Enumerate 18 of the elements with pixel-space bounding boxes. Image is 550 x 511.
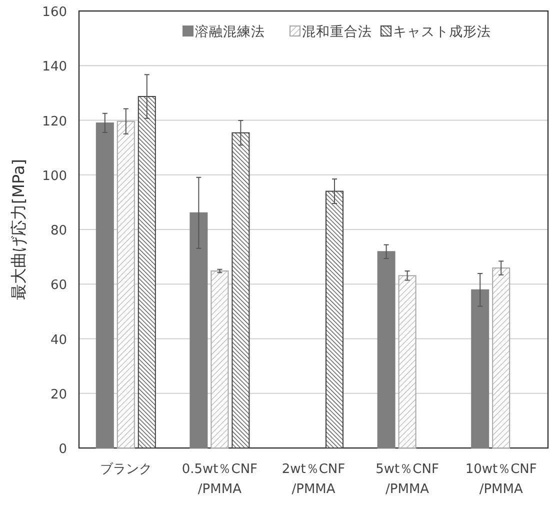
y-tick-label: 80 <box>50 224 67 238</box>
y-tick-label: 160 <box>42 5 67 20</box>
y-tick-label: 140 <box>42 60 67 75</box>
x-tick-label: 5wt％CNF /PMMA <box>376 462 439 497</box>
legend-label: キャスト成形法 <box>393 24 491 40</box>
x-tick-label: ブランク <box>100 462 152 477</box>
legend-label: 混和重合法 <box>302 24 372 40</box>
x-tick-label: 0.5wt％CNF /PMMA <box>182 462 258 497</box>
y-axis-title: 最大曲げ応力[MPa] <box>9 158 28 300</box>
y-tick-label: 60 <box>50 278 67 294</box>
y-tick-label: 100 <box>42 168 67 184</box>
x-tick-label: 2wt％CNF /PMMA <box>282 462 346 497</box>
y-tick-label: 120 <box>42 114 67 130</box>
legend-label: 溶融混練法 <box>195 24 265 40</box>
y-tick-label: 40 <box>50 332 67 348</box>
x-tick-label: 10wt％CNF /PMMA <box>465 462 537 497</box>
y-tick-label: 0 <box>58 442 67 457</box>
y-tick-label: 20 <box>50 387 67 402</box>
